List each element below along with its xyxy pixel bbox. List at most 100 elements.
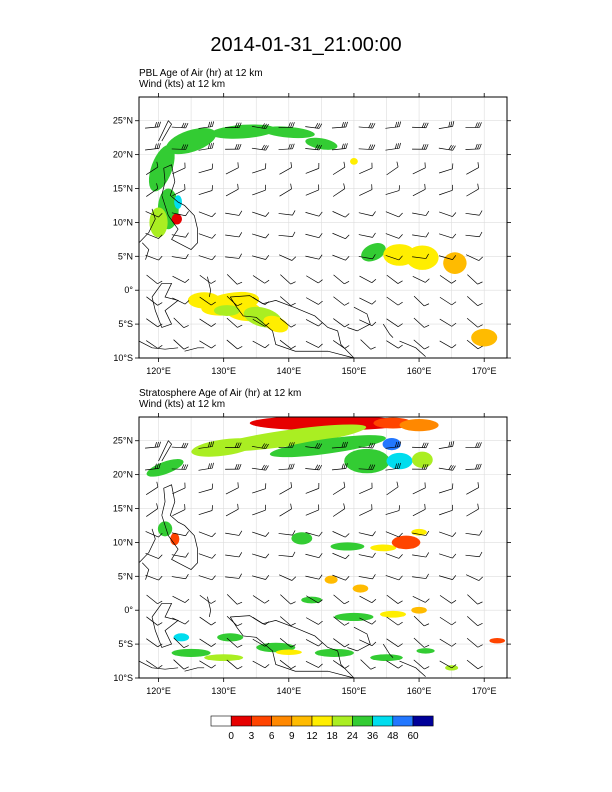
y-tick-label: 10°S [113,353,133,363]
wind-barb [280,296,296,306]
age-of-air-region [210,124,276,139]
colorbar-swatch [352,715,373,727]
wind-barb [279,162,292,175]
wind-barb [198,483,214,494]
wind-barb [386,318,403,327]
wind-barb [252,531,270,537]
x-tick-label: 170°E [472,366,497,376]
wind-barb [172,595,190,603]
wind-barb [413,339,430,350]
age-of-air-region [330,542,365,551]
age-of-air-region [170,532,180,546]
wind-barb [467,594,483,605]
colorbar-swatch [271,715,293,727]
coastline [229,295,355,358]
wind-barb [226,637,243,648]
wind-barb [145,143,161,151]
coastline [158,440,173,462]
map-content [139,417,507,678]
wind-barb [251,464,269,471]
wind-barb [172,617,190,625]
age-of-air-region [191,438,256,457]
wind-barb [358,254,376,260]
age-of-air-region [344,448,390,474]
wind-barb [171,464,189,470]
y-tick-label: 0° [124,285,133,295]
wind-barb [171,144,189,150]
wind-barb [439,211,457,217]
y-tick-label: 15°N [113,184,133,194]
y-tick-label: 5°S [118,319,133,329]
wind-barb [225,183,239,197]
wind-barb [465,254,483,261]
wind-barb [306,275,323,284]
x-tick-label: 150°E [342,686,367,696]
colorbar-swatch [412,715,434,727]
wind-barb [251,123,269,130]
y-tick-label: 0° [124,605,133,615]
wind-barb [385,462,401,471]
wind-barb [279,503,292,517]
wind-barb [173,317,189,328]
wind-barb [172,482,186,495]
y-tick-label: 25°N [113,116,133,126]
age-of-air-region [314,648,354,657]
wind-barb [225,162,239,175]
colorbar-label: 18 [327,731,339,742]
coastline [139,340,179,350]
colorbar-swatch [230,715,252,727]
wind-barb [251,574,270,580]
wind-barb [333,340,350,349]
wind-barb [225,143,242,150]
age-of-air-region [249,417,407,431]
age-of-air-region [411,451,433,468]
age-of-air-region [370,544,397,552]
wind-barb [438,121,455,129]
wind-barb [385,211,403,218]
wind-barb [386,638,403,647]
wind-barb [385,255,403,261]
wind-barb [438,144,456,151]
wind-barb [225,253,242,259]
age-of-air-region [406,245,439,270]
wind-barb [226,317,243,328]
wind-barb [331,143,348,151]
age-of-air-region [391,535,421,550]
wind-barb [305,639,323,647]
panel1-title-line1: PBL Age of Air (hr) at 12 km [139,68,263,79]
colorbar-label: 12 [306,731,318,742]
x-tick-label: 150°E [342,366,367,376]
wind-barb [146,594,163,605]
age-of-air-region [213,305,240,316]
wind-barb [412,530,430,536]
age-of-air-region [173,633,190,642]
wind-barb [332,552,350,560]
map-panel-1: 120°E 130°E 140°E 150°E 160°E 170°E 25°N 20°N 15… [113,93,511,376]
wind-barb [171,531,189,537]
wind-barb [198,531,216,538]
y-tick-label: 5°N [118,571,133,581]
wind-barb [385,142,401,151]
age-of-air-region [443,252,467,274]
wind-barb [199,660,216,669]
wind-barb [226,295,243,307]
wind-barb [278,530,296,536]
wind-barb [171,573,189,580]
map-title: 2014-01-31_21:00:00 [210,34,402,56]
wind-barb [412,232,430,238]
age-of-air-region [171,213,182,225]
wind-barb [467,296,483,307]
wind-barb [412,442,429,449]
wind-barb [305,211,323,217]
wind-barb [333,638,350,648]
wind-barb [280,594,296,605]
wind-barb [305,254,323,260]
colorbar-swatch [311,715,333,727]
map-content [139,97,507,358]
wind-barb [332,254,350,261]
wind-barb [171,122,189,129]
y-tick-label: 20°N [113,470,133,480]
wind-barb [439,638,457,647]
wind-barb [385,575,403,581]
age-of-air-region [148,144,175,192]
